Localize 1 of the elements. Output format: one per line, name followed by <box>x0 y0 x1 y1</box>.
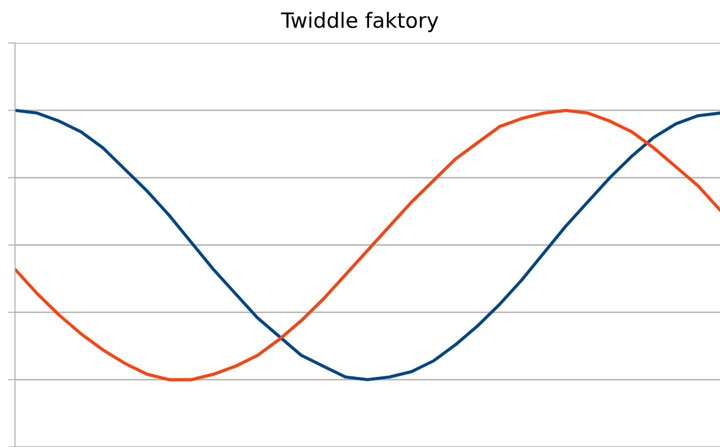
chart-title: Twiddle faktory <box>281 12 438 32</box>
